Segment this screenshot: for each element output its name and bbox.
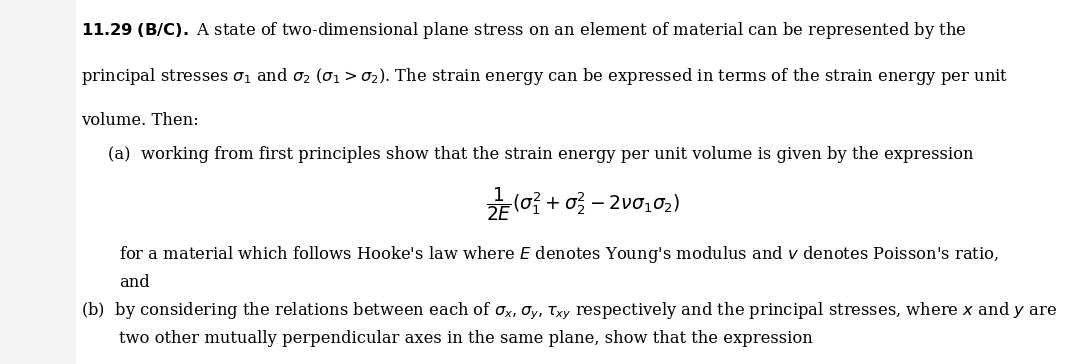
Text: $\mathbf{11.29}$ $\mathbf{(B/C).}$ A state of two-dimensional plane stress on an: $\mathbf{11.29}$ $\mathbf{(B/C).}$ A sta… xyxy=(81,20,967,41)
Text: (b)  by considering the relations between each of $\sigma_x, \sigma_y, \tau_{xy}: (b) by considering the relations between… xyxy=(81,300,1057,321)
Text: for a material which follows Hooke's law where $E$ denotes Young's modulus and $: for a material which follows Hooke's law… xyxy=(119,244,999,265)
Text: $\dfrac{1}{2E}(\sigma_1^2 + \sigma_2^2 - 2\nu\sigma_1\sigma_2)$: $\dfrac{1}{2E}(\sigma_1^2 + \sigma_2^2 -… xyxy=(486,186,680,223)
Text: principal stresses $\sigma_1$ and $\sigma_2$ ($\sigma_1 > \sigma_2$). The strain: principal stresses $\sigma_1$ and $\sigm… xyxy=(81,66,1009,87)
Text: volume. Then:: volume. Then: xyxy=(81,112,199,130)
Text: two other mutually perpendicular axes in the same plane, show that the expressio: two other mutually perpendicular axes in… xyxy=(119,330,812,347)
Text: (a)  working from first principles show that the strain energy per unit volume i: (a) working from first principles show t… xyxy=(108,146,973,163)
Text: and: and xyxy=(119,274,149,291)
